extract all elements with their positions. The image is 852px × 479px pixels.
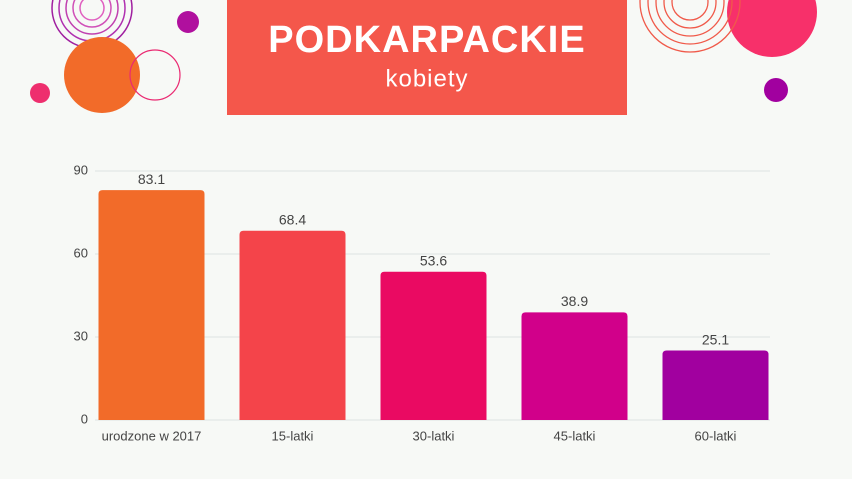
value-label: 53.6 [420, 252, 447, 268]
chart-title: PODKARPACKIE [268, 19, 585, 61]
x-tick-label: 60-latki [695, 428, 737, 443]
y-tick-label: 90 [74, 162, 88, 177]
bar [380, 271, 487, 420]
value-label: 25.1 [702, 331, 729, 347]
value-label: 83.1 [138, 171, 165, 187]
bar [98, 190, 205, 420]
value-label: 68.4 [279, 211, 306, 227]
value-label: 38.9 [561, 293, 588, 309]
bar [521, 312, 628, 420]
chart-subtitle: kobiety [385, 65, 468, 92]
decoration [30, 0, 817, 113]
x-tick-label: 45-latki [554, 428, 596, 443]
x-tick-label: urodzone w 2017 [102, 428, 202, 443]
x-tick-label: 30-latki [413, 428, 455, 443]
y-tick-label: 0 [81, 411, 88, 426]
y-tick-label: 30 [74, 328, 88, 343]
bar [662, 350, 769, 420]
y-tick-label: 60 [74, 245, 88, 260]
x-tick-label: 15-latki [272, 428, 314, 443]
bar [239, 230, 346, 420]
title-box [227, 0, 627, 115]
